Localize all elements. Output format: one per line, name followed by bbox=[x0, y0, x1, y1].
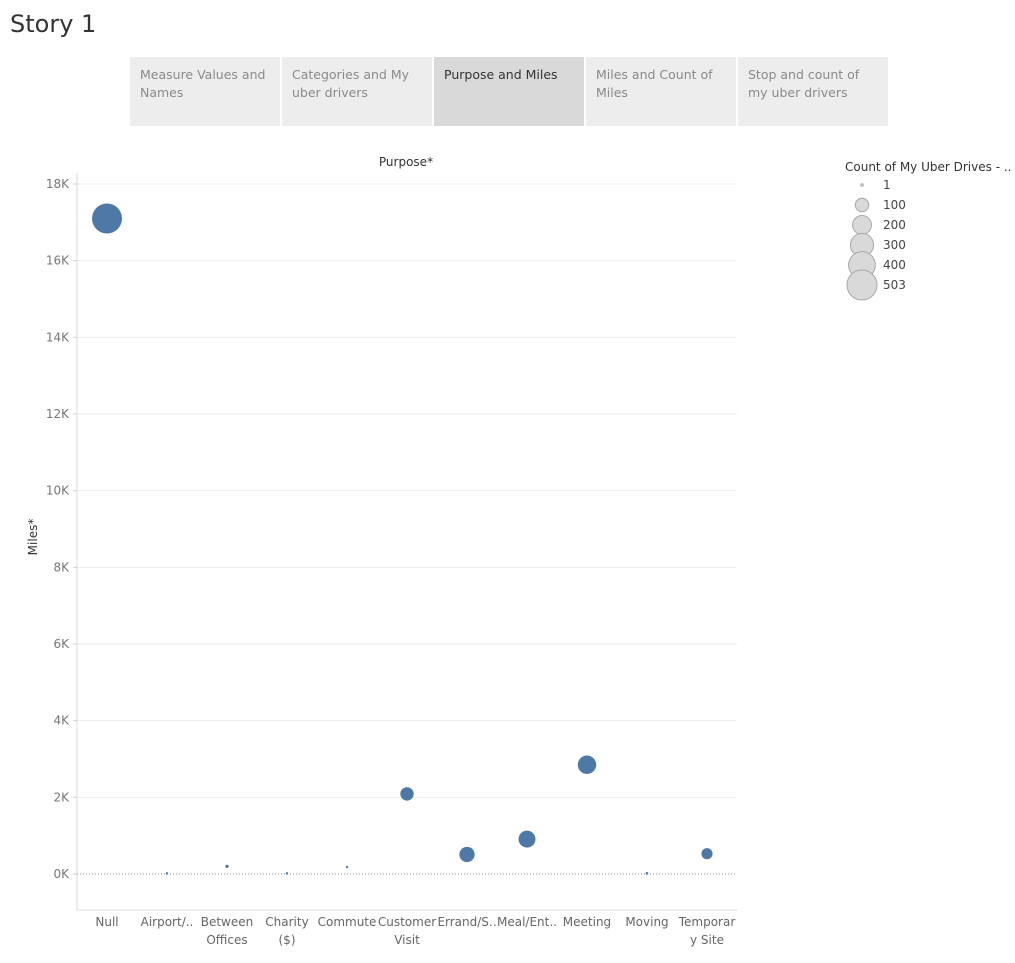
story-title: Story 1 bbox=[10, 10, 97, 38]
marks bbox=[92, 203, 713, 875]
story-tab-measure-values[interactable]: Measure Values and Names bbox=[130, 57, 280, 126]
y-tick-label: 6K bbox=[53, 637, 70, 651]
data-point[interactable] bbox=[285, 872, 289, 875]
legend-swatch bbox=[854, 197, 870, 213]
legend-label: 400 bbox=[883, 258, 906, 272]
y-tick-label: 18K bbox=[46, 177, 70, 191]
size-legend: Count of My Uber Drives - .. 1 100 200 300 4… bbox=[845, 160, 1011, 301]
data-point[interactable] bbox=[400, 787, 414, 801]
x-tick-label: Meeting bbox=[563, 915, 611, 929]
legend-label: 300 bbox=[883, 238, 906, 252]
y-tick-label: 2K bbox=[53, 790, 70, 804]
legend-swatch bbox=[860, 183, 864, 187]
data-point[interactable] bbox=[225, 864, 229, 868]
story-tabs: Measure Values and Names Categories and … bbox=[130, 57, 888, 126]
legend-swatch bbox=[846, 269, 878, 301]
y-tick-label: 14K bbox=[46, 330, 70, 344]
y-tick-label: 10K bbox=[46, 484, 70, 498]
x-tick-label: Airport/.. bbox=[141, 915, 194, 929]
x-tick-label: Customer Visit bbox=[378, 915, 436, 947]
x-tick-label: Temporar y Site bbox=[678, 915, 736, 947]
y-tick-label: 8K bbox=[53, 560, 70, 574]
story-tab-stop-count[interactable]: Stop and count of my uber drivers bbox=[738, 57, 888, 126]
y-axis-title: Miles* bbox=[26, 519, 40, 556]
data-point[interactable] bbox=[701, 848, 713, 860]
y-tick-label: 4K bbox=[53, 714, 70, 728]
data-point[interactable] bbox=[165, 872, 169, 875]
story-tab-purpose-miles[interactable]: Purpose and Miles bbox=[434, 57, 584, 126]
x-tick-label: Between Offices bbox=[201, 915, 254, 947]
x-tick-label: Meal/Ent.. bbox=[497, 915, 557, 929]
legend-swatch bbox=[852, 215, 872, 235]
legend-label: 100 bbox=[883, 198, 906, 212]
gridlines bbox=[77, 183, 737, 875]
story-tab-miles-count[interactable]: Miles and Count of Miles bbox=[586, 57, 736, 126]
data-point[interactable] bbox=[518, 830, 536, 848]
y-tick-label: 12K bbox=[46, 407, 70, 421]
x-tick-label: Moving bbox=[625, 915, 668, 929]
data-point[interactable] bbox=[459, 846, 475, 863]
x-tick-label: Errand/S.. bbox=[437, 915, 496, 929]
y-tick-label: 0K bbox=[53, 867, 70, 881]
x-axis: Null Airport/.. Between Offices Charity ($) Co… bbox=[77, 909, 737, 947]
data-point[interactable] bbox=[345, 865, 349, 869]
legend-title: Count of My Uber Drives - .. bbox=[845, 160, 1011, 174]
x-tick-label: Null bbox=[95, 915, 118, 929]
legend-label: 1 bbox=[883, 178, 891, 192]
data-point[interactable] bbox=[645, 871, 649, 875]
column-header: Purpose* bbox=[379, 155, 433, 169]
y-tick-label: 16K bbox=[46, 254, 70, 268]
x-tick-label: Charity ($) bbox=[265, 915, 308, 947]
story-tab-categories[interactable]: Categories and My uber drivers bbox=[282, 57, 432, 126]
data-point[interactable] bbox=[577, 755, 597, 774]
legend-label: 503 bbox=[883, 278, 906, 292]
legend-label: 200 bbox=[883, 218, 906, 232]
y-axis: 0K 2K 4K 6K 8K 10K 12K 14K 16K 18K bbox=[46, 173, 78, 910]
data-point[interactable] bbox=[92, 203, 122, 234]
x-tick-label: Commute bbox=[318, 915, 377, 929]
